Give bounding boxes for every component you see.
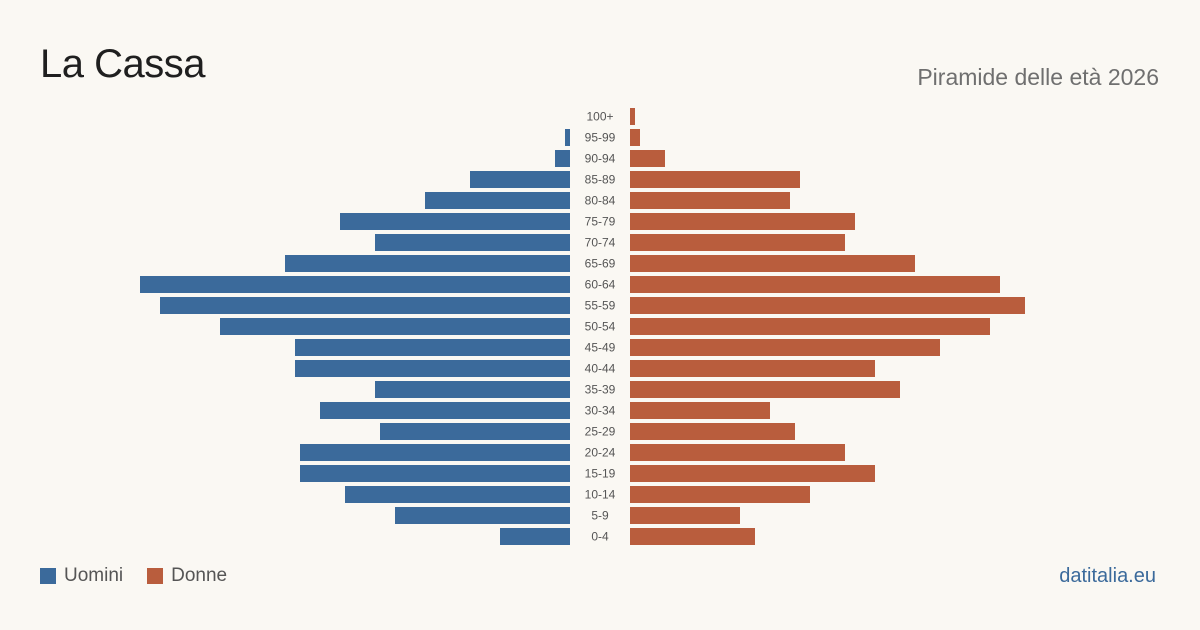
bar-women-75-79	[630, 213, 855, 230]
legend-label-men: Uomini	[64, 565, 124, 586]
bar-women-10-14	[630, 486, 810, 503]
bar-men-80-84	[425, 192, 570, 209]
bar-men-30-34	[320, 402, 570, 419]
bar-men-95-99	[565, 129, 570, 146]
bar-men-40-44	[295, 360, 570, 377]
bar-men-90-94	[555, 150, 570, 167]
source-link[interactable]: datitalia.eu	[1059, 565, 1156, 587]
bar-women-45-49	[630, 339, 940, 356]
legend-label-women: Donne	[171, 565, 228, 586]
legend-item-women: Donne	[147, 565, 227, 587]
bar-women-40-44	[630, 360, 875, 377]
bar-women-95-99	[630, 129, 640, 146]
age-label-100+: 100+	[586, 110, 613, 124]
bar-men-60-64	[140, 276, 570, 293]
chart-subtitle: Piramide delle età 2026	[917, 64, 1159, 90]
age-label-75-79: 75-79	[585, 215, 616, 229]
bar-men-35-39	[375, 381, 570, 398]
bar-women-25-29	[630, 423, 795, 440]
age-label-10-14: 10-14	[585, 488, 616, 502]
bar-men-70-74	[375, 234, 570, 251]
bar-men-65-69	[285, 255, 570, 272]
bar-men-55-59	[160, 297, 570, 314]
legend-swatch-men	[40, 568, 56, 584]
age-label-15-19: 15-19	[585, 467, 616, 481]
bar-women-90-94	[630, 150, 665, 167]
bar-women-20-24	[630, 444, 845, 461]
age-label-50-54: 50-54	[585, 320, 616, 334]
bar-women-55-59	[630, 297, 1025, 314]
age-label-40-44: 40-44	[585, 362, 616, 376]
bar-women-50-54	[630, 318, 990, 335]
bar-men-85-89	[470, 171, 570, 188]
bar-women-15-19	[630, 465, 875, 482]
age-label-90-94: 90-94	[585, 152, 616, 166]
bar-men-45-49	[295, 339, 570, 356]
age-label-45-49: 45-49	[585, 341, 616, 355]
bar-women-5-9	[630, 507, 740, 524]
age-label-65-69: 65-69	[585, 257, 616, 271]
age-label-35-39: 35-39	[585, 383, 616, 397]
legend-swatch-women	[147, 568, 164, 584]
age-label-80-84: 80-84	[585, 194, 616, 208]
bar-women-85-89	[630, 171, 800, 188]
bar-women-0-4	[630, 528, 755, 545]
age-label-25-29: 25-29	[585, 425, 616, 439]
bar-women-30-34	[630, 402, 770, 419]
age-label-5-9: 5-9	[591, 509, 609, 523]
bar-women-80-84	[630, 192, 790, 209]
age-label-95-99: 95-99	[585, 131, 616, 145]
bar-men-25-29	[380, 423, 570, 440]
bar-women-100+	[630, 108, 635, 125]
chart-title: La Cassa	[40, 42, 205, 86]
bar-men-5-9	[395, 507, 570, 524]
bar-women-60-64	[630, 276, 1000, 293]
bar-men-10-14	[345, 486, 570, 503]
bar-women-65-69	[630, 255, 915, 272]
bar-men-20-24	[300, 444, 570, 461]
age-label-30-34: 30-34	[585, 404, 616, 418]
bar-women-35-39	[630, 381, 900, 398]
bar-men-0-4	[500, 528, 570, 545]
legend: Uomini Donne	[40, 565, 251, 587]
bar-men-75-79	[340, 213, 570, 230]
bar-men-15-19	[300, 465, 570, 482]
age-label-55-59: 55-59	[585, 299, 616, 313]
age-label-60-64: 60-64	[585, 278, 616, 292]
age-label-85-89: 85-89	[585, 173, 616, 187]
age-label-0-4: 0-4	[591, 530, 609, 544]
age-label-20-24: 20-24	[585, 446, 616, 460]
bar-men-50-54	[220, 318, 570, 335]
legend-item-men: Uomini	[40, 565, 123, 587]
bar-women-70-74	[630, 234, 845, 251]
age-label-70-74: 70-74	[585, 236, 616, 250]
